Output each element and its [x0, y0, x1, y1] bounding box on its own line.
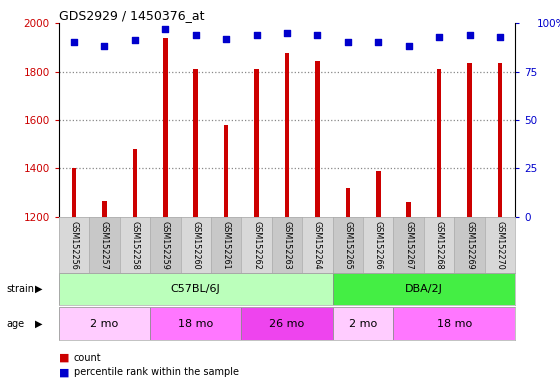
- Text: percentile rank within the sample: percentile rank within the sample: [74, 367, 239, 377]
- Text: GSM152270: GSM152270: [496, 222, 505, 270]
- Text: ■: ■: [59, 367, 69, 377]
- Text: strain: strain: [7, 284, 35, 294]
- Bar: [407, 202, 411, 217]
- Point: [100, 43, 109, 50]
- Bar: [284, 53, 290, 217]
- Bar: [133, 149, 137, 217]
- Text: GSM152259: GSM152259: [161, 222, 170, 270]
- Bar: [59, 217, 89, 273]
- Point: [496, 33, 505, 40]
- Bar: [211, 217, 241, 273]
- Text: 26 mo: 26 mo: [269, 318, 305, 329]
- Bar: [498, 63, 502, 217]
- Bar: [363, 217, 394, 273]
- Bar: [437, 69, 441, 217]
- Text: GSM152260: GSM152260: [191, 222, 200, 270]
- Bar: [241, 217, 272, 273]
- Bar: [163, 38, 167, 217]
- Bar: [394, 307, 515, 340]
- Text: GSM152256: GSM152256: [69, 222, 78, 270]
- Point: [343, 40, 352, 46]
- Bar: [254, 69, 259, 217]
- Text: GSM152267: GSM152267: [404, 222, 413, 270]
- Text: GSM152266: GSM152266: [374, 222, 383, 270]
- Bar: [302, 217, 333, 273]
- Y-axis label: 100%: 100%: [537, 19, 560, 29]
- Bar: [272, 217, 302, 273]
- Text: GSM152258: GSM152258: [130, 222, 139, 270]
- Point: [404, 43, 413, 50]
- Bar: [224, 125, 228, 217]
- Bar: [485, 217, 515, 273]
- Point: [465, 31, 474, 38]
- Bar: [120, 217, 150, 273]
- Text: GSM152263: GSM152263: [282, 222, 292, 270]
- Bar: [467, 63, 472, 217]
- Point: [374, 40, 382, 46]
- Bar: [72, 169, 76, 217]
- Point: [313, 31, 322, 38]
- Text: GDS2929 / 1450376_at: GDS2929 / 1450376_at: [59, 9, 204, 22]
- Text: GSM152264: GSM152264: [313, 222, 322, 270]
- Point: [161, 26, 170, 32]
- Text: ▶: ▶: [35, 284, 42, 294]
- Bar: [150, 307, 241, 340]
- Bar: [102, 201, 107, 217]
- Text: GSM152265: GSM152265: [343, 222, 352, 270]
- Point: [69, 40, 78, 46]
- Text: 2 mo: 2 mo: [349, 318, 377, 329]
- Bar: [180, 217, 211, 273]
- Text: GSM152257: GSM152257: [100, 222, 109, 270]
- Text: GSM152262: GSM152262: [252, 222, 261, 270]
- Point: [222, 35, 231, 41]
- Bar: [333, 273, 515, 305]
- Text: DBA/2J: DBA/2J: [405, 284, 443, 294]
- Text: C57BL/6J: C57BL/6J: [171, 284, 221, 294]
- Bar: [193, 69, 198, 217]
- Bar: [150, 217, 180, 273]
- Text: 18 mo: 18 mo: [437, 318, 472, 329]
- Point: [252, 31, 261, 38]
- Bar: [89, 217, 120, 273]
- Point: [282, 30, 291, 36]
- Bar: [454, 217, 485, 273]
- Bar: [376, 171, 381, 217]
- Bar: [59, 307, 150, 340]
- Text: ■: ■: [59, 353, 69, 363]
- Point: [130, 37, 139, 43]
- Bar: [346, 188, 350, 217]
- Bar: [394, 217, 424, 273]
- Text: 18 mo: 18 mo: [178, 318, 213, 329]
- Point: [191, 31, 200, 38]
- Bar: [241, 307, 333, 340]
- Text: age: age: [7, 319, 25, 329]
- Point: [435, 33, 444, 40]
- Text: count: count: [74, 353, 101, 363]
- Bar: [424, 217, 454, 273]
- Text: 2 mo: 2 mo: [90, 318, 119, 329]
- Text: GSM152268: GSM152268: [435, 222, 444, 270]
- Text: GSM152261: GSM152261: [222, 222, 231, 270]
- Bar: [333, 307, 394, 340]
- Text: ▶: ▶: [35, 319, 42, 329]
- Bar: [333, 217, 363, 273]
- Bar: [315, 61, 320, 217]
- Bar: [59, 273, 333, 305]
- Text: GSM152269: GSM152269: [465, 222, 474, 270]
